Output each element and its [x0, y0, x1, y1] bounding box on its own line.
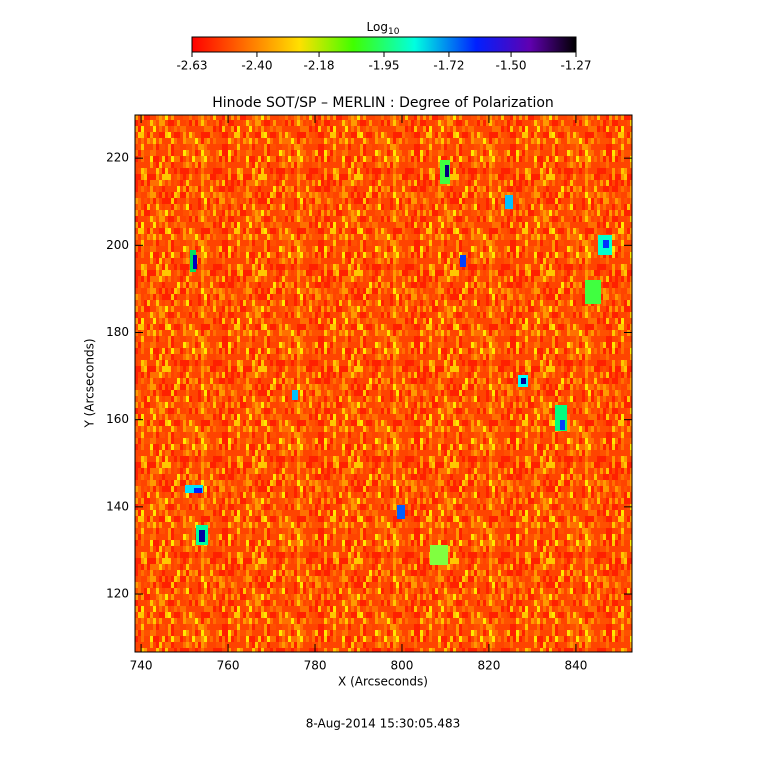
colorbar-tick-label: -1.95: [368, 59, 399, 73]
colorbar-label: Log10: [367, 20, 400, 37]
x-tick-label: 780: [304, 659, 327, 673]
feature: [194, 488, 202, 493]
colorbar-tick-label: -1.27: [560, 59, 591, 73]
colorbar-tick-label: -2.63: [176, 59, 207, 73]
colorbar-tick-label: -2.18: [304, 59, 335, 73]
y-tick-label: 180: [106, 325, 129, 339]
x-tick-label: 800: [391, 659, 414, 673]
x-axis-label: X (Arcseconds): [338, 675, 428, 689]
feature: [430, 545, 448, 565]
plot-frame: [134, 114, 633, 653]
feature: [397, 505, 405, 519]
y-tick-label: 160: [106, 412, 129, 426]
colorbar-tick-label: -2.40: [241, 59, 272, 73]
y-tick-label: 220: [106, 151, 129, 165]
colorbar-tick-label: -1.50: [496, 59, 527, 73]
colorbar-tick-label: -1.72: [433, 59, 464, 73]
x-tick-label: 760: [217, 659, 240, 673]
feature: [460, 255, 466, 267]
feature: [199, 530, 205, 542]
feature: [193, 255, 197, 269]
colorbar: [191, 36, 577, 53]
feature: [560, 420, 565, 430]
feature: [445, 165, 449, 177]
y-tick-label: 200: [106, 238, 129, 252]
footer: 8-Aug-2014 15:30:05.483: [306, 717, 460, 731]
x-tick-label: 840: [564, 659, 587, 673]
y-tick-label: 120: [106, 587, 129, 601]
x-tick-label: 820: [477, 659, 500, 673]
polarization-image: [135, 115, 632, 652]
feature: [505, 195, 513, 209]
x-tick-label: 740: [130, 659, 153, 673]
feature: [521, 378, 526, 384]
feature: [292, 390, 298, 400]
feature: [585, 280, 601, 304]
chart-title: Hinode SOT/SP – MERLIN : Degree of Polar…: [212, 95, 554, 111]
strong-features: [185, 160, 612, 565]
y-tick-label: 140: [106, 499, 129, 513]
feature: [603, 240, 609, 248]
y-axis-label: Y (Arcseconds): [83, 338, 97, 428]
